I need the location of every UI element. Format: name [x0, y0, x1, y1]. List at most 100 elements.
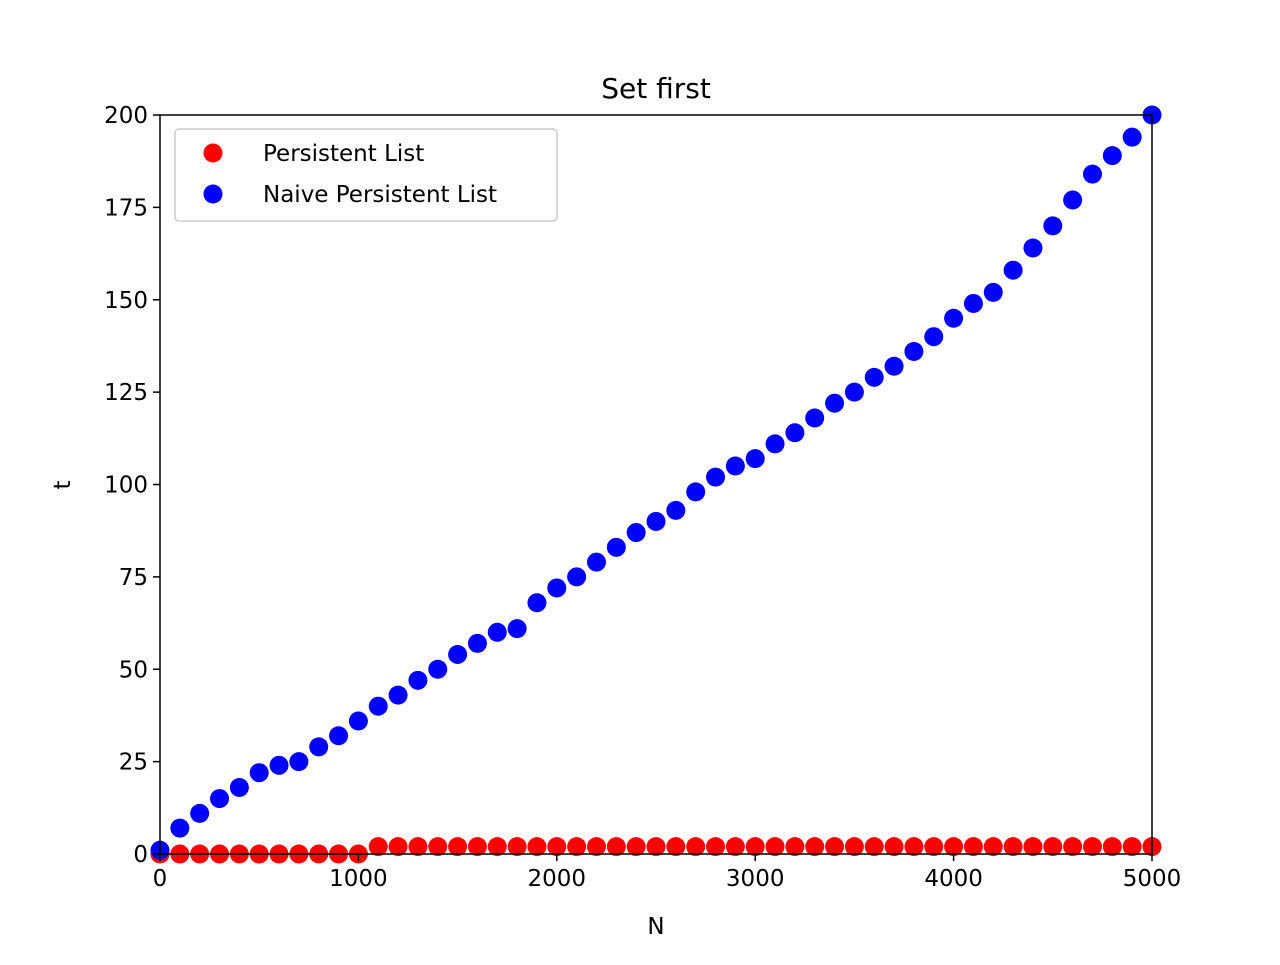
- data-point-persistent-list-16: [467, 837, 487, 857]
- legend-label-naive-persistent-list: Naive Persistent List: [263, 182, 497, 208]
- data-point-persistent-list-36: [864, 837, 884, 857]
- data-point-persistent-list-12: [388, 837, 408, 857]
- data-point-persistent-list-40: [944, 837, 964, 857]
- data-point-persistent-list-18: [507, 837, 527, 857]
- x-tick-label: 0: [153, 866, 168, 892]
- data-point-persistent-list-41: [963, 837, 983, 857]
- data-point-naive-persistent-list-31: [765, 434, 785, 454]
- y-tick-label: 50: [119, 657, 148, 683]
- data-point-persistent-list-38: [904, 837, 924, 857]
- y-tick-label: 175: [104, 195, 148, 221]
- data-point-persistent-list-48: [1102, 837, 1122, 857]
- data-point-naive-persistent-list-39: [924, 327, 944, 347]
- data-point-naive-persistent-list-33: [805, 408, 825, 428]
- y-axis-label: t: [50, 480, 76, 489]
- data-point-naive-persistent-list-20: [547, 578, 567, 598]
- data-point-persistent-list-15: [448, 837, 468, 857]
- y-tick-label: 25: [119, 750, 148, 776]
- data-point-naive-persistent-list-44: [1023, 238, 1043, 258]
- data-point-naive-persistent-list-38: [904, 341, 924, 361]
- data-point-persistent-list-24: [626, 837, 646, 857]
- data-point-naive-persistent-list-12: [388, 685, 408, 705]
- data-point-naive-persistent-list-5: [249, 763, 269, 783]
- data-point-persistent-list-27: [686, 837, 706, 857]
- axis-ticks: 0 1000 2000 3000 4000 5000 0 25 50 75 100 125 150 175…: [104, 103, 1181, 892]
- data-point-persistent-list-37: [884, 837, 904, 857]
- data-point-naive-persistent-list-41: [963, 293, 983, 313]
- data-point-naive-persistent-list-15: [448, 644, 468, 664]
- x-tick-label: 5000: [1123, 866, 1182, 892]
- data-point-naive-persistent-list-45: [1043, 216, 1063, 236]
- data-point-persistent-list-46: [1063, 837, 1083, 857]
- x-tick-label: 4000: [924, 866, 983, 892]
- y-tick-label: 0: [133, 842, 148, 868]
- y-tick-label: 150: [104, 288, 148, 314]
- data-point-naive-persistent-list-19: [527, 593, 547, 613]
- data-point-naive-persistent-list-32: [785, 423, 805, 443]
- data-point-naive-persistent-list-17: [487, 622, 507, 642]
- data-point-naive-persistent-list-7: [289, 752, 309, 772]
- chart-title: Set first: [601, 72, 711, 105]
- legend-box: [174, 128, 558, 222]
- data-point-naive-persistent-list-47: [1082, 164, 1102, 184]
- data-point-naive-persistent-list-10: [348, 711, 368, 731]
- data-point-naive-persistent-list-3: [210, 789, 230, 809]
- data-point-naive-persistent-list-13: [408, 670, 428, 690]
- data-point-naive-persistent-list-6: [269, 755, 289, 775]
- data-point-persistent-list-17: [487, 837, 507, 857]
- data-point-persistent-list-31: [765, 837, 785, 857]
- x-tick-label: 1000: [329, 866, 388, 892]
- data-point-persistent-list-45: [1043, 837, 1063, 857]
- data-point-persistent-list-30: [745, 837, 765, 857]
- data-point-persistent-list-32: [785, 837, 805, 857]
- data-point-persistent-list-22: [586, 837, 606, 857]
- data-point-persistent-list-42: [983, 837, 1003, 857]
- data-point-persistent-list-29: [725, 837, 745, 857]
- data-point-naive-persistent-list-26: [666, 500, 686, 520]
- data-point-naive-persistent-list-2: [190, 803, 210, 823]
- data-point-naive-persistent-list-14: [428, 659, 448, 679]
- data-point-naive-persistent-list-8: [309, 737, 329, 757]
- data-point-persistent-list-44: [1023, 837, 1043, 857]
- data-point-naive-persistent-list-22: [586, 552, 606, 572]
- data-point-persistent-list-28: [706, 837, 726, 857]
- data-point-naive-persistent-list-37: [884, 356, 904, 376]
- data-point-naive-persistent-list-24: [626, 523, 646, 543]
- data-point-persistent-list-14: [428, 837, 448, 857]
- data-point-naive-persistent-list-42: [983, 282, 1003, 302]
- y-tick-label: 75: [119, 565, 148, 591]
- series-naive-persistent-list: [150, 105, 1162, 860]
- data-points: [150, 105, 1162, 864]
- y-tick-label: 125: [104, 380, 148, 406]
- x-tick-label: 3000: [726, 866, 785, 892]
- data-point-persistent-list-39: [924, 837, 944, 857]
- data-point-naive-persistent-list-29: [725, 456, 745, 476]
- data-point-persistent-list-13: [408, 837, 428, 857]
- data-point-persistent-list-34: [825, 837, 845, 857]
- data-point-naive-persistent-list-40: [944, 308, 964, 328]
- data-point-persistent-list-19: [527, 837, 547, 857]
- data-point-naive-persistent-list-48: [1102, 146, 1122, 166]
- data-point-naive-persistent-list-23: [606, 537, 626, 557]
- y-tick-label: 200: [104, 103, 148, 129]
- series-persistent-list: [150, 837, 1162, 864]
- data-point-persistent-list-25: [646, 837, 666, 857]
- legend-marker-naive-persistent-list: [203, 184, 223, 204]
- data-point-naive-persistent-list-11: [368, 696, 388, 716]
- data-point-persistent-list-35: [844, 837, 864, 857]
- data-point-naive-persistent-list-28: [706, 467, 726, 487]
- y-tick-label: 100: [104, 473, 148, 499]
- data-point-naive-persistent-list-49: [1122, 127, 1142, 147]
- data-point-naive-persistent-list-25: [646, 511, 666, 531]
- data-point-naive-persistent-list-1: [170, 818, 190, 838]
- data-point-naive-persistent-list-21: [567, 567, 587, 587]
- legend-label-persistent-list: Persistent List: [263, 141, 424, 167]
- data-point-naive-persistent-list-43: [1003, 260, 1023, 280]
- data-point-naive-persistent-list-30: [745, 449, 765, 469]
- data-point-naive-persistent-list-36: [864, 367, 884, 387]
- data-point-naive-persistent-list-16: [467, 633, 487, 653]
- data-point-persistent-list-20: [547, 837, 567, 857]
- data-point-persistent-list-49: [1122, 837, 1142, 857]
